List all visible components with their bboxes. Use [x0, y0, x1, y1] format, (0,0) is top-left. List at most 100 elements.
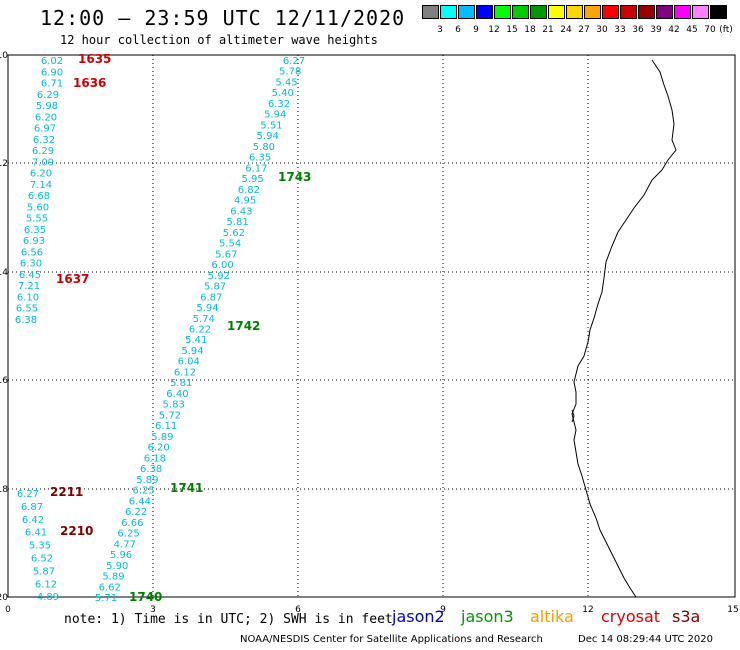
legend-tick: 27 [578, 25, 590, 35]
legend-swatch [710, 5, 727, 19]
map-frame [7, 54, 736, 598]
wave-height-value: 6.27 [283, 56, 305, 67]
y-tick-label: -10 [0, 51, 8, 61]
x-tick-label: 12 [582, 605, 593, 615]
wave-height-value: 6.35 [24, 225, 46, 236]
wave-height-value: 5.89 [151, 432, 173, 443]
wave-height-value: 6.97 [34, 124, 56, 135]
legend-unit: (ft) [719, 25, 733, 35]
wave-height-value: 6.44 [129, 496, 151, 507]
legend-swatch [548, 5, 565, 19]
wave-height-value: 5.51 [260, 120, 282, 131]
wave-height-value: 6.11 [155, 421, 177, 432]
legend-swatch [494, 5, 511, 19]
wave-height-value: 5.94 [181, 346, 203, 357]
wave-height-value: 4.95 [234, 196, 256, 207]
wave-height-value: 5.74 [193, 314, 215, 325]
pass-time-label: 2211 [50, 485, 83, 499]
x-tick-label: 9 [440, 605, 446, 615]
wave-height-value: 5.90 [106, 561, 128, 572]
pass-time-label: 1741 [170, 481, 203, 495]
wave-height-value: 6.56 [21, 247, 43, 258]
coastline [571, 59, 677, 598]
wave-height-value: 6.68 [28, 191, 50, 202]
legend-swatch [638, 5, 655, 19]
wave-height-value: 6.71 [41, 79, 63, 90]
wave-height-value: 5.40 [272, 88, 294, 99]
wave-height-value: 7.14 [30, 180, 52, 191]
wave-height-value: 6.52 [31, 554, 53, 565]
legend-swatch [656, 5, 673, 19]
legend-tick: 18 [524, 25, 536, 35]
wave-height-value: 6.20 [30, 169, 52, 180]
pass-time-label: 1637 [56, 272, 89, 286]
wave-height-value: 5.67 [215, 249, 237, 260]
pass-time-label: 2210 [60, 524, 93, 538]
wave-height-value: 5.87 [33, 566, 55, 577]
legend-swatch [566, 5, 583, 19]
page-subtitle: 12 hour collection of altimeter wave hei… [60, 33, 378, 47]
wave-height-value: 7.21 [18, 281, 40, 292]
wave-height-value: 5.94 [264, 110, 286, 121]
wave-height-value: 6.40 [166, 389, 188, 400]
wave-height-value: 5.81 [226, 217, 248, 228]
sat-s3a: s3a [672, 607, 701, 626]
wave-height-value: 5.35 [29, 541, 51, 552]
legend-tick: 33 [614, 25, 626, 35]
legend-swatch [458, 5, 475, 19]
pass-time-label: 1740 [129, 590, 162, 604]
legend-tick: 6 [455, 25, 461, 35]
legend-tick: 15 [506, 25, 518, 35]
legend-swatch [620, 5, 637, 19]
legend-swatch [440, 5, 457, 19]
wave-height-value: 7.09 [32, 157, 54, 168]
legend-swatch [602, 5, 619, 19]
wave-height-value: 6.22 [189, 325, 211, 336]
pass-time-label: 1743 [278, 170, 311, 184]
wave-height-value: 6.87 [21, 502, 43, 513]
credit-line: NOAA/NESDIS Center for Satellite Applica… [240, 634, 543, 645]
wave-height-value: 6.17 [245, 163, 267, 174]
wave-height-value: 6.10 [17, 292, 39, 303]
wave-height-value: 5.45 [275, 77, 297, 88]
wave-height-value: 5.83 [163, 400, 185, 411]
y-tick-label: -12 [0, 159, 8, 169]
wave-height-value: 6.30 [20, 259, 42, 270]
page-title: 12:00 – 23:59 UTC 12/11/2020 [40, 6, 406, 30]
pass-time-label: 1636 [73, 76, 106, 90]
wave-height-value: 6.38 [15, 315, 37, 326]
wave-height-value: 5.89 [102, 572, 124, 583]
wave-height-value: 6.41 [25, 528, 47, 539]
sat-jason2: jason2 [392, 607, 445, 626]
legend-swatch [674, 5, 691, 19]
y-tick-label: -20 [0, 593, 8, 603]
wave-height-value: 6.90 [41, 67, 63, 78]
wave-height-value: 6.27 [17, 489, 39, 500]
wave-height-value: 6.20 [35, 112, 57, 123]
wave-height-value: 5.72 [159, 410, 181, 421]
y-tick-label: -16 [0, 376, 8, 386]
x-tick-label: 0 [5, 605, 11, 615]
legend-swatch [692, 5, 709, 19]
legend-swatch [476, 5, 493, 19]
x-tick-label: 6 [295, 605, 301, 615]
coastline-islet [571, 409, 575, 423]
wave-height-value: 6.35 [249, 153, 271, 164]
y-tick-label: -18 [0, 485, 8, 495]
wave-height-value: 6.00 [211, 260, 233, 271]
timestamp: Dec 14 08:29:44 UTC 2020 [578, 634, 713, 645]
wave-height-value: 6.55 [16, 304, 38, 315]
legend-swatch [422, 5, 439, 19]
legend-tick: 70 [704, 25, 716, 35]
sat-altika: altika [530, 607, 574, 626]
wave-height-value: 6.22 [125, 507, 147, 518]
wave-height-value: 5.62 [223, 228, 245, 239]
wave-height-value: 5.80 [253, 142, 275, 153]
pass-time-label: 1742 [227, 319, 260, 333]
legend-tick: 36 [632, 25, 644, 35]
legend-tick: 12 [488, 25, 500, 35]
wave-height-value: 5.94 [257, 131, 279, 142]
wave-height-value: 6.12 [35, 579, 57, 590]
sat-jason3: jason3 [461, 607, 514, 626]
wave-height-value: 5.71 [95, 593, 117, 604]
